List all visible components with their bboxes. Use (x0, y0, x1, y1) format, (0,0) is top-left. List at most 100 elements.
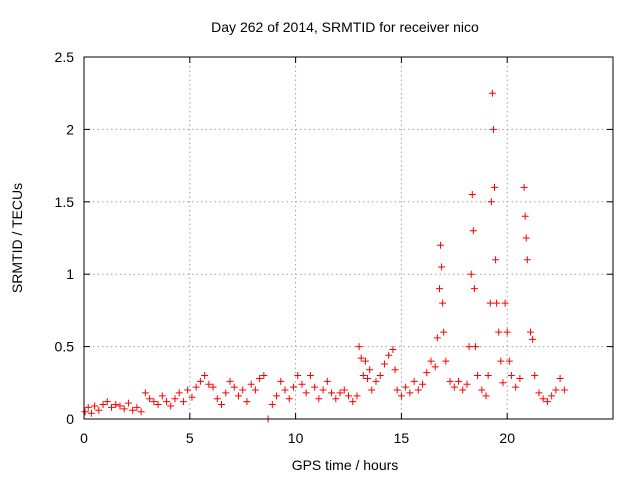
data-point (516, 374, 524, 382)
data-point (491, 183, 499, 191)
y-tick-label: 1.5 (55, 194, 75, 210)
data-point (205, 380, 213, 388)
grid-lines (84, 57, 613, 419)
data-point (440, 328, 448, 336)
data-point (336, 389, 344, 397)
data-point (521, 212, 529, 220)
data-point (410, 377, 418, 385)
data-point (281, 386, 289, 394)
data-point (552, 386, 560, 394)
data-point (467, 270, 475, 278)
data-point (493, 299, 501, 307)
data-point (414, 386, 422, 394)
data-point (239, 386, 247, 394)
data-point (437, 241, 445, 249)
data-point (133, 403, 141, 411)
data-point (539, 395, 547, 403)
data-point (505, 357, 513, 365)
data-point (247, 380, 255, 388)
data-point (116, 402, 124, 410)
data-point (543, 398, 551, 406)
data-point (364, 374, 372, 382)
data-point (442, 357, 450, 365)
data-point (433, 334, 441, 342)
data-point (438, 263, 446, 271)
data-point (560, 386, 568, 394)
data-point (439, 299, 447, 307)
data-point (323, 377, 331, 385)
data-point (251, 386, 259, 394)
data-point (201, 372, 209, 380)
data-point (328, 389, 336, 397)
data-point (372, 377, 380, 385)
data-point (81, 408, 89, 416)
data-point (154, 401, 162, 409)
data-point (137, 408, 145, 416)
data-point (163, 398, 171, 406)
data-point (556, 374, 564, 382)
data-point (332, 395, 340, 403)
data-point (526, 328, 534, 336)
data-point (234, 392, 242, 400)
y-tick-label: 0 (66, 411, 74, 427)
x-tick-label: 10 (288, 430, 304, 446)
data-point (419, 380, 427, 388)
y-tick-label: 2 (66, 121, 74, 137)
data-point (470, 285, 478, 293)
data-point (298, 380, 306, 388)
data-point (482, 392, 490, 400)
chart-title: Day 262 of 2014, SRMTID for receiver nic… (211, 19, 479, 35)
data-point (486, 299, 494, 307)
data-point (226, 377, 234, 385)
data-point (158, 392, 166, 400)
data-point (548, 392, 556, 400)
data-point (535, 389, 543, 397)
data-point (406, 389, 414, 397)
data-point (359, 372, 367, 380)
data-point (495, 328, 503, 336)
data-point (319, 386, 327, 394)
data-point (507, 372, 515, 380)
data-point (385, 351, 393, 359)
data-point (380, 360, 388, 368)
data-point (268, 401, 276, 409)
data-point (520, 183, 528, 191)
data-point (531, 372, 539, 380)
data-point (450, 383, 458, 391)
data-point (427, 357, 435, 365)
data-point (188, 393, 196, 401)
data-point (306, 372, 314, 380)
data-point (171, 395, 179, 403)
data-point (397, 392, 405, 400)
data-point (129, 406, 137, 414)
data-point (294, 372, 302, 380)
data-point (302, 389, 310, 397)
data-point (393, 386, 401, 394)
data-point (222, 389, 230, 397)
data-point (497, 357, 505, 365)
data-point (213, 395, 221, 403)
plot-frame (83, 56, 614, 420)
data-point (357, 354, 365, 362)
data-point (230, 383, 238, 391)
data-point (95, 406, 103, 414)
data-point (366, 366, 374, 374)
data-point (529, 335, 537, 343)
data-point (423, 369, 431, 377)
data-point (474, 372, 482, 380)
data-point (99, 401, 107, 409)
data-point (260, 372, 268, 380)
data-point (108, 403, 116, 411)
data-point (353, 392, 361, 400)
x-axis-label: GPS time / hours (292, 457, 399, 473)
data-point (522, 234, 530, 242)
data-point (468, 191, 476, 199)
data-point (488, 89, 496, 97)
data-point (512, 383, 520, 391)
data-point (499, 379, 507, 387)
data-point (179, 398, 187, 406)
data-point (311, 383, 319, 391)
data-point (478, 386, 486, 394)
data-point (256, 374, 264, 382)
data-point (471, 343, 479, 351)
